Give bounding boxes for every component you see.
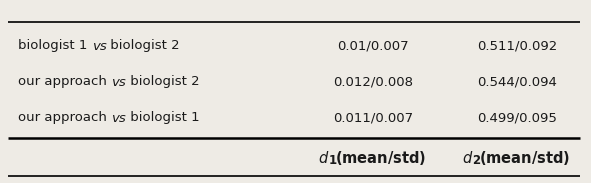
Text: 0.544/0.094: 0.544/0.094 — [477, 76, 557, 89]
Text: 0.01/0.007: 0.01/0.007 — [337, 40, 409, 53]
Text: our approach: our approach — [18, 76, 111, 89]
Text: vs: vs — [111, 111, 126, 124]
Text: our approach: our approach — [18, 111, 111, 124]
Text: $\mathbf{2}$: $\mathbf{2}$ — [472, 154, 481, 167]
Text: 0.012/0.008: 0.012/0.008 — [333, 76, 413, 89]
Text: $\mathbf{1}$: $\mathbf{1}$ — [328, 154, 337, 167]
Text: 0.499/0.095: 0.499/0.095 — [477, 111, 557, 124]
Text: biologist 1: biologist 1 — [126, 111, 200, 124]
Text: vs: vs — [92, 40, 106, 53]
Text: $\mathbf{\mathit{d}}$: $\mathbf{\mathit{d}}$ — [318, 150, 329, 166]
Text: 0.011/0.007: 0.011/0.007 — [333, 111, 413, 124]
Text: biologist 1: biologist 1 — [18, 40, 92, 53]
Text: biologist 2: biologist 2 — [106, 40, 180, 53]
Text: $\mathbf{(mean/std)}$: $\mathbf{(mean/std)}$ — [479, 149, 570, 167]
Text: $\mathbf{\mathit{d}}$: $\mathbf{\mathit{d}}$ — [462, 150, 473, 166]
Text: $\mathbf{(mean/std)}$: $\mathbf{(mean/std)}$ — [335, 149, 426, 167]
Text: vs: vs — [111, 76, 126, 89]
Text: biologist 2: biologist 2 — [126, 76, 200, 89]
Text: 0.511/0.092: 0.511/0.092 — [477, 40, 557, 53]
